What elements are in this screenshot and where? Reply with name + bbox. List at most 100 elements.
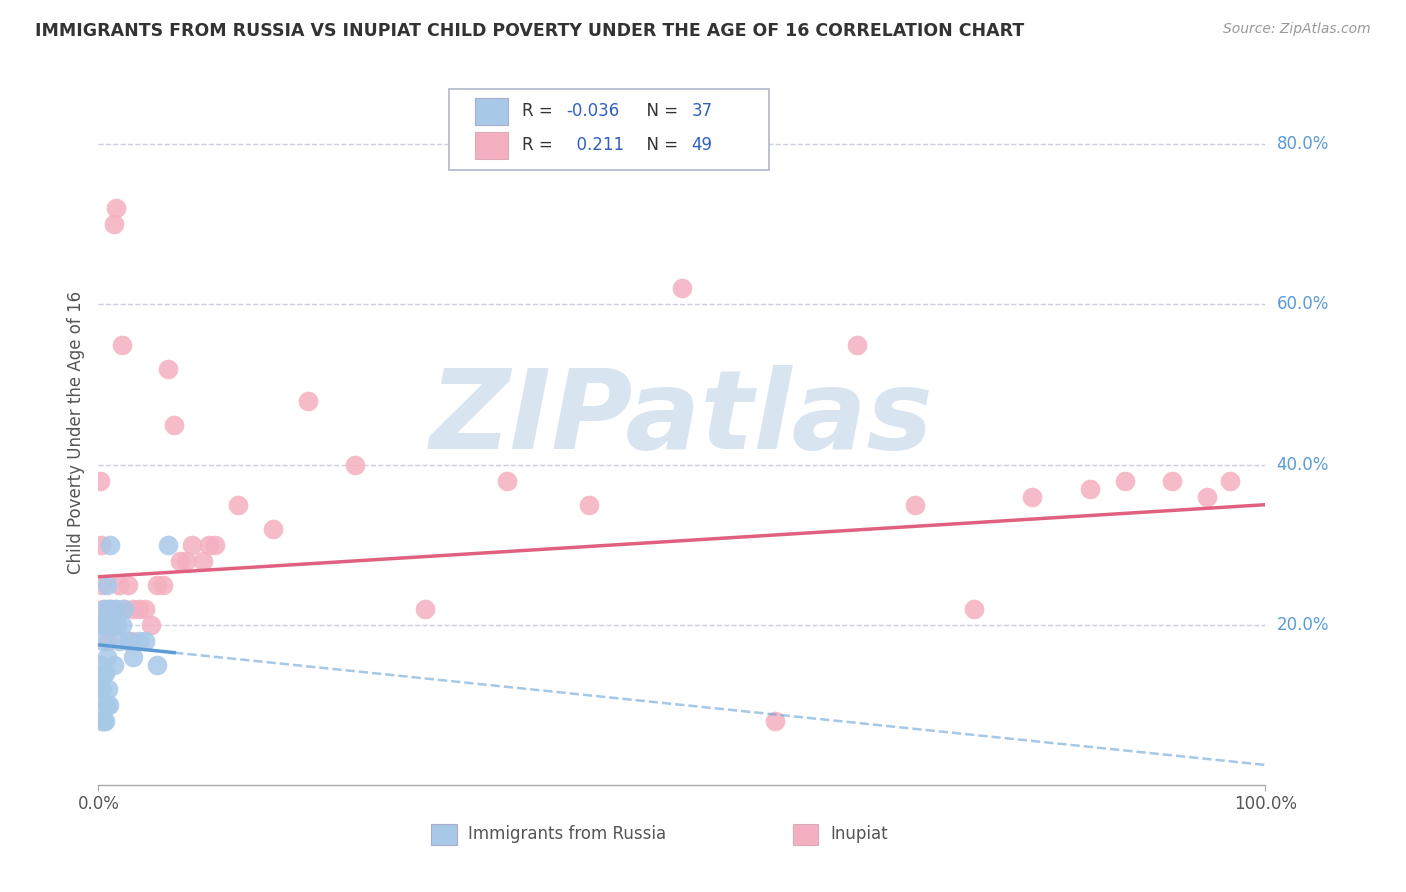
Point — [96, 649, 118, 664]
Point — [104, 202, 127, 216]
Point — [112, 601, 135, 615]
Point — [108, 578, 131, 592]
Point — [671, 281, 693, 295]
Point — [94, 665, 117, 680]
Point — [105, 617, 128, 632]
Text: Inupiat: Inupiat — [830, 825, 887, 843]
Point — [146, 578, 169, 592]
Text: R =: R = — [522, 103, 558, 120]
Text: Source: ZipAtlas.com: Source: ZipAtlas.com — [1223, 22, 1371, 37]
Point — [1080, 482, 1102, 496]
Point — [104, 601, 127, 615]
Point — [105, 617, 128, 632]
Text: R =: R = — [522, 136, 558, 154]
Point — [94, 714, 117, 728]
Bar — [475, 98, 508, 125]
Point — [97, 617, 120, 632]
Point — [98, 617, 121, 632]
Point — [117, 633, 139, 648]
Point — [108, 633, 131, 648]
Text: N =: N = — [637, 136, 683, 154]
Point — [103, 657, 125, 672]
Y-axis label: Child Poverty Under the Age of 16: Child Poverty Under the Age of 16 — [66, 291, 84, 574]
Point — [94, 601, 117, 615]
Point — [204, 538, 226, 552]
Text: 40.0%: 40.0% — [1277, 456, 1329, 474]
Point — [91, 633, 114, 648]
Point — [1219, 474, 1241, 488]
Point — [120, 633, 142, 648]
Bar — [432, 823, 457, 845]
Bar — [475, 132, 508, 159]
Text: 49: 49 — [692, 136, 713, 154]
Point — [112, 601, 135, 615]
Point — [97, 617, 120, 632]
Point — [146, 657, 169, 672]
Point — [134, 633, 156, 648]
Text: 20.0%: 20.0% — [1277, 615, 1329, 634]
Point — [90, 681, 112, 696]
Point — [96, 578, 118, 592]
Point — [98, 601, 121, 615]
Point — [101, 617, 124, 632]
Point — [152, 578, 174, 592]
Point — [157, 538, 180, 552]
Point — [1195, 490, 1218, 504]
Point — [101, 617, 124, 632]
Text: 0.211: 0.211 — [567, 136, 624, 154]
Point — [97, 601, 120, 615]
Point — [139, 617, 162, 632]
Point — [496, 474, 519, 488]
Point — [228, 498, 250, 512]
Point — [297, 393, 319, 408]
Point — [111, 337, 134, 351]
Point — [97, 698, 120, 712]
Point — [904, 498, 927, 512]
Point — [104, 601, 127, 615]
Point — [93, 714, 115, 728]
Point — [962, 601, 984, 615]
Point — [103, 218, 125, 232]
Point — [98, 538, 121, 552]
Point — [846, 337, 869, 351]
Point — [763, 714, 786, 728]
Point — [122, 649, 145, 664]
Point — [100, 601, 122, 615]
Point — [90, 714, 112, 728]
Point — [169, 554, 191, 568]
Point — [163, 417, 186, 432]
Point — [90, 538, 112, 552]
Point — [91, 698, 114, 712]
Text: -0.036: -0.036 — [567, 103, 620, 120]
Point — [1114, 474, 1136, 488]
Point — [89, 681, 111, 696]
Point — [174, 554, 197, 568]
Point — [1021, 490, 1043, 504]
Point — [344, 458, 367, 472]
Point — [96, 698, 118, 712]
Bar — [793, 823, 818, 845]
Point — [134, 601, 156, 615]
Point — [93, 665, 115, 680]
Point — [1161, 474, 1184, 488]
Text: N =: N = — [637, 103, 683, 120]
Point — [91, 601, 114, 615]
Point — [93, 617, 115, 632]
Point — [89, 474, 111, 488]
Point — [90, 657, 112, 672]
Point — [90, 617, 112, 632]
Point — [413, 601, 436, 615]
Text: 37: 37 — [692, 103, 713, 120]
Point — [90, 578, 112, 592]
Point — [128, 633, 150, 648]
Point — [578, 498, 600, 512]
Point — [180, 538, 202, 552]
Text: Immigrants from Russia: Immigrants from Russia — [468, 825, 666, 843]
Point — [157, 361, 180, 376]
Point — [128, 601, 150, 615]
Point — [97, 681, 120, 696]
Point — [198, 538, 221, 552]
Point — [122, 601, 145, 615]
Point — [97, 633, 120, 648]
Point — [262, 522, 284, 536]
